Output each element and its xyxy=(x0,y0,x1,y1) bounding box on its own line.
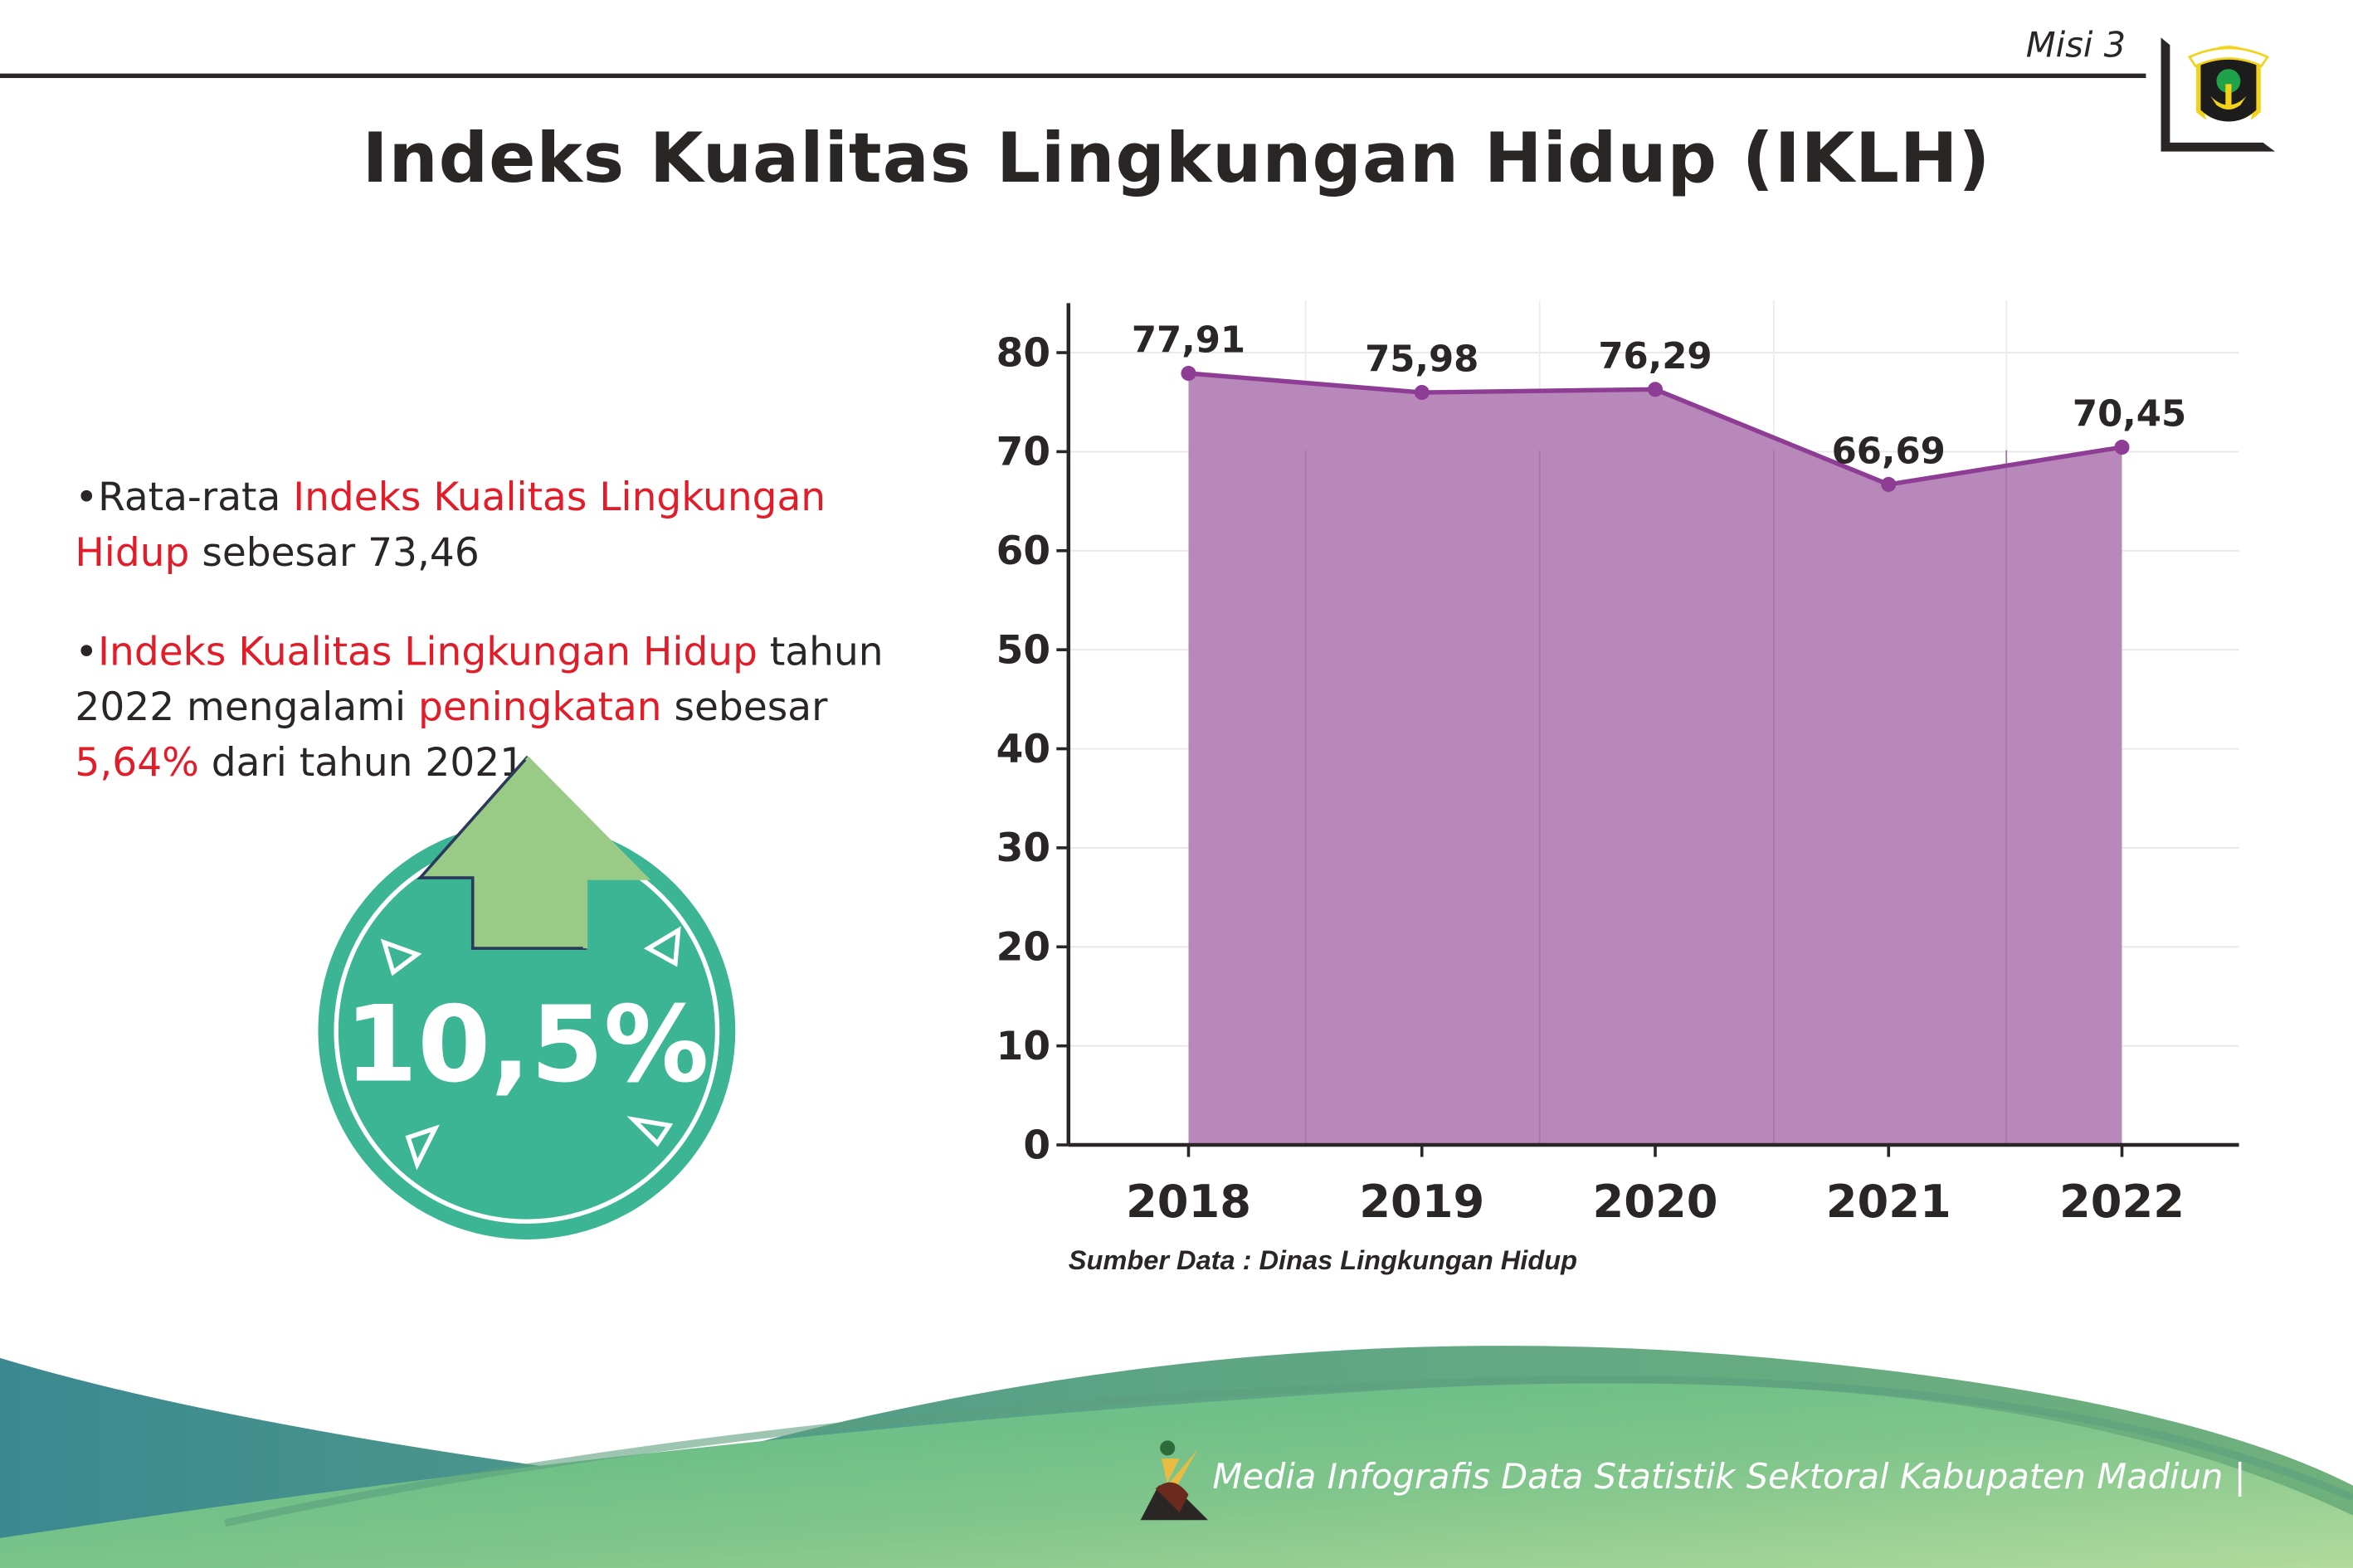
increase-badge xyxy=(318,755,736,1239)
y-tick-label: 10 xyxy=(996,1024,1050,1069)
x-tick-label: 2019 xyxy=(1359,1176,1484,1228)
data-label: 76,29 xyxy=(1598,336,1712,377)
data-label: 70,45 xyxy=(2073,394,2186,436)
y-tick-label: 50 xyxy=(996,627,1050,673)
footer-caption: Media Infografis Data Statistik Sektoral… xyxy=(1212,1458,2246,1498)
bullet-text: 5,64% xyxy=(75,741,199,786)
y-tick-label: 80 xyxy=(996,330,1050,376)
bullet-text: Rata-rata xyxy=(98,475,294,521)
x-tick-label: 2021 xyxy=(1826,1176,1951,1228)
y-tick-label: 0 xyxy=(1023,1122,1050,1168)
y-tick-label: 60 xyxy=(996,528,1050,574)
x-tick-label: 2022 xyxy=(2059,1176,2185,1228)
y-tick-label: 70 xyxy=(996,430,1050,475)
data-label: 66,69 xyxy=(1832,431,1946,473)
data-point xyxy=(1181,365,1196,382)
y-tick-label: 30 xyxy=(996,825,1050,871)
data-point xyxy=(1881,476,1897,492)
bullet-text: Indeks Kualitas Lingkungan Hidup xyxy=(98,630,758,675)
x-tick-label: 2020 xyxy=(1592,1176,1717,1228)
bullet-text: sebesar 73,46 xyxy=(189,531,480,577)
area-fill xyxy=(1188,373,2122,1146)
page-title: Indeks Kualitas Lingkungan Hidup (IKLH) xyxy=(362,117,1991,198)
bullet-increase: •Indeks Kualitas Lingkungan Hidup tahun … xyxy=(75,626,915,792)
dancer-logo-icon xyxy=(1140,1440,1209,1521)
bullet-text: sebesar xyxy=(661,685,828,731)
bullet-text: dari tahun 2021 xyxy=(198,741,525,786)
data-point xyxy=(2114,440,2130,455)
badge-circle xyxy=(318,822,736,1239)
data-source: Sumber Data : Dinas Lingkungan Hidup xyxy=(1068,1245,1578,1276)
footer-wave xyxy=(0,1346,2353,1568)
y-tick-label: 20 xyxy=(996,925,1050,971)
header-frame xyxy=(0,37,2275,152)
data-label: 75,98 xyxy=(1365,339,1479,381)
madiun-crest-logo xyxy=(2187,46,2269,129)
bullet-dot: • xyxy=(75,630,99,675)
y-tick-label: 40 xyxy=(996,727,1050,772)
sparkle-icons xyxy=(380,926,681,1171)
section-label: Misi 3 xyxy=(2025,27,2126,66)
bullet-dot: • xyxy=(75,475,99,521)
data-label: 77,91 xyxy=(1132,320,1245,362)
x-tick-label: 2018 xyxy=(1126,1176,1251,1228)
bullet-text: peningkatan xyxy=(418,685,662,731)
bullet-text: Indeks Kualitas Lingkungan Hidup xyxy=(75,475,826,577)
iklh-area-chart: 0 10 20 30 40 50 60 70 80 77,91 2018 75,98 2019 76,29… xyxy=(996,299,2239,1228)
data-point xyxy=(1647,382,1664,397)
bullet-text: tahun 2022 mengalami xyxy=(75,630,884,731)
badge-value: 10,5% xyxy=(344,982,709,1107)
bullet-average: •Rata-rata Indeks Kualitas Lingkungan Hi… xyxy=(75,471,915,582)
data-point xyxy=(1414,384,1430,401)
